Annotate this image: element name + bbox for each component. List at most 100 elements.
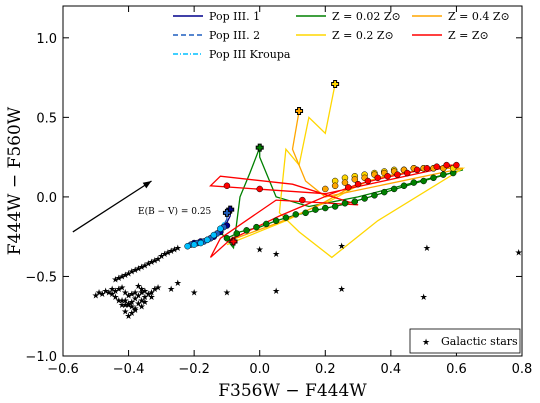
x-axis-label: F356W − F444W — [218, 381, 367, 401]
star-marker: ★ — [138, 285, 146, 295]
data-point — [190, 241, 198, 248]
arrow-head — [142, 181, 152, 189]
data-point — [184, 242, 191, 250]
data-point — [299, 196, 306, 204]
data-point — [197, 239, 204, 247]
star-marker: ★ — [138, 263, 146, 273]
star-marker: ★ — [118, 301, 126, 311]
star-marker: ★ — [147, 293, 155, 303]
y-tick-label: −1.0 — [25, 350, 57, 365]
galactic-legend-label: Galactic stars — [441, 335, 518, 348]
star-marker: ★ — [223, 288, 231, 298]
data-point — [361, 195, 368, 202]
data-point — [282, 214, 290, 221]
star-marker: ★ — [515, 249, 523, 259]
y-tick-label: 1.0 — [36, 32, 57, 47]
data-point — [272, 217, 280, 225]
data-point — [302, 209, 309, 217]
data-point — [256, 185, 263, 193]
star-marker: ★ — [125, 269, 133, 279]
x-tick-label: 0.0 — [249, 362, 270, 377]
series-points — [184, 79, 460, 250]
star-marker: ★ — [190, 288, 198, 298]
star-marker: ★ — [256, 245, 264, 255]
x-ticks: −0.6 −0.4 −0.2 0.0 0.2 0.4 0.6 0.8 — [47, 6, 532, 377]
star-marker: ★ — [138, 288, 146, 298]
data-point — [420, 177, 427, 185]
star-marker: ★ — [125, 300, 133, 310]
data-point — [331, 203, 339, 210]
start-marker — [223, 209, 230, 216]
star-marker: ★ — [128, 303, 136, 313]
star-marker: ★ — [125, 312, 133, 322]
x-tick-label: 0.2 — [315, 362, 336, 377]
star-marker: ★ — [174, 244, 182, 254]
galactic-stars: ★★★★★★★★★★★★★★★★★★★★★★★★★★★★★★★★★★★★★★★★… — [92, 242, 523, 322]
x-tick-label: −0.2 — [178, 362, 210, 377]
data-point — [390, 185, 398, 193]
star-marker: ★ — [134, 265, 142, 275]
legend-label: Pop III. 1 — [209, 10, 260, 23]
data-point — [413, 166, 421, 174]
data-point — [410, 179, 418, 186]
star-marker: ★ — [118, 284, 126, 294]
star-marker: ★ — [111, 287, 119, 297]
star-marker: ★ — [154, 284, 162, 294]
start-marker — [230, 238, 237, 245]
star-marker: ★ — [108, 285, 116, 295]
star-marker: ★ — [151, 285, 159, 295]
data-point — [404, 169, 411, 177]
star-marker: ★ — [272, 250, 280, 260]
star-marker: ★ — [138, 296, 146, 306]
star-marker: ★ — [115, 296, 123, 306]
legend-label: Pop III. 2 — [209, 29, 260, 42]
star-marker: ★ — [131, 304, 139, 314]
star-marker: ★ — [141, 261, 149, 271]
legend-label: Pop III Kroupa — [209, 48, 291, 61]
data-point — [223, 235, 231, 242]
star-marker: ★ — [121, 271, 129, 281]
star-marker: ★ — [167, 285, 175, 295]
y-tick-label: −0.5 — [25, 270, 57, 285]
data-point — [430, 174, 437, 182]
data-point — [384, 172, 391, 180]
star-marker: ★ — [111, 276, 119, 286]
star-marker: ★ — [131, 266, 139, 276]
data-point — [440, 171, 447, 178]
x-tick-label: −0.6 — [47, 362, 79, 377]
data-point — [223, 182, 231, 190]
data-point — [322, 185, 329, 193]
star-marker: ★ — [115, 285, 123, 295]
reddening-arrow — [72, 180, 152, 233]
star-marker: ★ — [157, 252, 165, 262]
star-marker: ★ — [128, 268, 136, 278]
start-marker — [296, 108, 303, 114]
legend-label: Z = 0.2 Z⊙ — [332, 29, 394, 42]
data-point — [210, 231, 218, 239]
star-marker: ★ — [125, 292, 133, 302]
x-tick-label: −0.4 — [113, 362, 145, 377]
data-point — [312, 206, 319, 213]
data-point — [433, 163, 441, 170]
star-marker: ★ — [174, 279, 182, 289]
star-marker: ★ — [92, 292, 100, 302]
y-tick-label: 0.5 — [36, 111, 57, 126]
start-marker — [256, 144, 263, 151]
data-point — [204, 236, 211, 244]
legend-label: Z = 0.4 Z⊙ — [448, 10, 510, 23]
y-ticks: −1.0 −0.5 0.0 0.5 1.0 — [25, 32, 522, 365]
star-marker: ★ — [118, 296, 126, 306]
star-marker: ★ — [105, 288, 113, 298]
data-point — [371, 192, 378, 199]
star-marker: ★ — [147, 288, 155, 298]
data-point — [331, 182, 339, 190]
data-point — [364, 177, 372, 185]
data-point — [344, 184, 352, 191]
data-point — [351, 198, 359, 205]
x-tick-label: 0.8 — [512, 362, 533, 377]
star-marker: ★ — [147, 258, 155, 268]
data-point — [374, 174, 381, 182]
star-marker: ★ — [138, 303, 146, 313]
star-marker: ★ — [272, 287, 280, 297]
data-point — [351, 176, 359, 183]
